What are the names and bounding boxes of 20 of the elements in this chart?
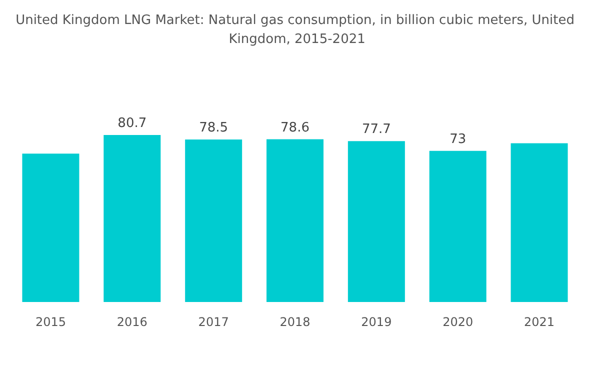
data-label: 73 <box>450 132 466 147</box>
x-tick-label: 2021 <box>524 315 555 329</box>
x-tick-label: 2018 <box>280 315 310 329</box>
bar <box>429 150 486 302</box>
bar <box>510 143 568 302</box>
bar <box>185 140 242 302</box>
x-tick-label: 2019 <box>361 315 392 329</box>
chart-title: United Kingdom LNG Market: Natural gas consumption, in billion cubic meters, United Kingdom, 2015-2021 <box>16 13 574 47</box>
data-label: 78.5 <box>199 120 228 136</box>
bar <box>104 134 161 302</box>
bar <box>348 141 405 302</box>
bar <box>266 139 324 302</box>
x-tick-label: 2015 <box>35 315 66 329</box>
bar <box>22 154 80 302</box>
x-tick-label: 2016 <box>116 315 148 329</box>
data-label: 78.6 <box>280 120 310 136</box>
x-tick-label: 2020 <box>442 315 474 329</box>
data-label: 77.7 <box>362 122 391 138</box>
x-tick-label: 2017 <box>198 315 229 329</box>
data-label: 80.7 <box>118 116 147 131</box>
